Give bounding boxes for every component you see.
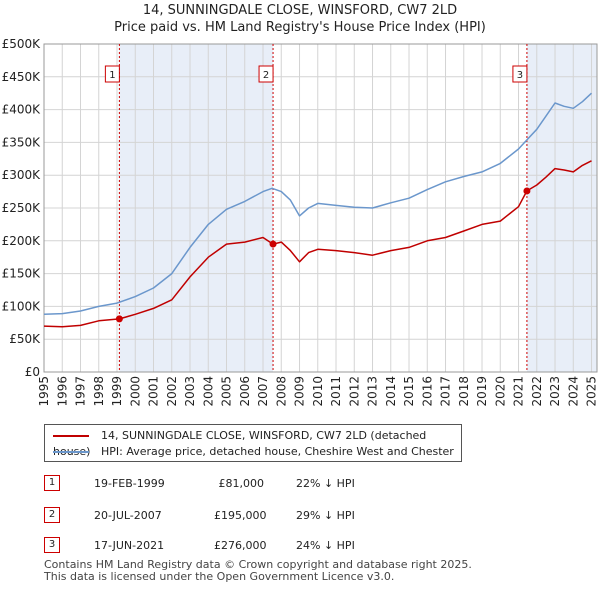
x-tick-label: 1997 [74,376,88,407]
legend-label-hpi: HPI: Average price, detached house, Ches… [101,445,454,458]
footer-line1: Contains HM Land Registry data © Crown c… [44,558,472,571]
transaction-hpi-diff: 29% ↓ HPI [296,509,355,522]
transaction-label-number: 2 [263,70,269,81]
footer: Contains HM Land Registry data © Crown c… [44,559,472,583]
x-tick-label: 2020 [493,376,507,407]
chart-title-line2: Price paid vs. HM Land Registry's House … [114,20,486,35]
y-tick-label: £200K [2,234,42,248]
transaction-marker [269,240,277,248]
transaction-date: 20-JUL-2007 [94,509,162,522]
x-tick-label: 2009 [293,376,307,407]
x-tick-label: 1999 [110,376,124,407]
legend-swatch-hpi [53,451,89,453]
x-tick-label: 2007 [256,376,270,407]
transaction-label-box [258,65,274,83]
legend: 14, SUNNINGDALE CLOSE, WINSFORD, CW7 2LD… [44,424,462,462]
x-tick-label: 2010 [311,376,325,407]
transaction-label-number: 1 [109,70,115,81]
x-tick-label: 2001 [147,376,161,407]
series-lines [43,92,593,328]
x-tick-label: 2025 [585,376,599,407]
transaction-price: £276,000 [214,539,267,552]
x-tick-label: 2016 [420,376,434,407]
x-tick-label: 2023 [548,376,562,407]
transaction-date: 17-JUN-2021 [94,539,165,552]
x-tick-label: 2014 [384,376,398,407]
footer-line2: This data is licensed under the Open Gov… [44,570,395,583]
y-tick-label: £350K [2,135,42,149]
x-tick-label: 2021 [512,376,526,407]
x-tick-label: 2012 [347,376,361,407]
x-tick-label: 2022 [530,376,544,407]
y-tick-label: £50K [9,332,41,346]
x-tick-label: 2017 [439,376,453,407]
x-tick-label: 1995 [37,376,51,407]
x-tick-label: 1996 [55,376,69,407]
legend-item-hpi: HPI: Average price, detached house, Ches… [53,444,454,460]
y-tick-label: £0 [25,365,40,379]
x-tick-label: 1998 [92,376,106,407]
x-tick-label: 2006 [238,376,252,407]
transaction-label-number: 3 [517,70,523,81]
x-tick-label: 2015 [402,376,416,407]
y-tick-label: £400K [2,103,42,117]
x-tick-label: 2003 [183,376,197,407]
x-tick-label: 2018 [457,376,471,407]
x-tick-label: 2005 [220,376,234,407]
x-tick-label: 2019 [475,376,489,407]
x-tick-label: 2000 [128,376,142,407]
plot-border [43,43,598,373]
y-tick-label: £100K [2,299,42,313]
transaction-number: 1 [44,475,60,491]
series-line-property [43,160,592,328]
x-tick-label: 2011 [329,376,343,407]
transaction-markers [115,187,531,323]
transaction-hpi-diff: 22% ↓ HPI [296,477,355,490]
series-line-hpi [43,92,593,316]
chart-title: 14, SUNNINGDALE CLOSE, WINSFORD, CW7 2LD… [0,2,600,36]
chart-title-line1: 14, SUNNINGDALE CLOSE, WINSFORD, CW7 2LD [142,3,458,18]
legend-item-property: 14, SUNNINGDALE CLOSE, WINSFORD, CW7 2LD… [53,428,461,458]
transaction-label-box [512,65,528,83]
transaction-hpi-diff: 24% ↓ HPI [296,539,355,552]
transaction-label-box [104,65,120,83]
transaction-date: 19-FEB-1999 [94,477,165,490]
transaction-number: 3 [44,537,60,553]
y-tick-label: £150K [2,267,42,281]
x-tick-label: 2008 [274,376,288,407]
y-tick-label: £450K [2,70,42,84]
transaction-price: £81,000 [218,477,265,490]
x-tick-label: 2002 [165,376,179,407]
price-chart: £0 £50K £100K £150K £200K £250K £300K £350K £400… [2,37,599,407]
y-tick-label: £500K [2,37,42,51]
x-tick-label: 2013 [366,376,380,407]
transaction-number: 2 [44,507,60,523]
x-tick-label: 2004 [201,376,215,407]
y-tick-label: £250K [2,201,42,215]
axes: £0 £50K £100K £150K £200K £250K £300K £350K £400… [2,37,599,407]
legend-swatch-property [53,435,89,437]
transaction-labels: 1 2 3 [104,65,528,83]
transaction-marker [523,187,531,195]
y-tick-label: £300K [2,168,42,182]
x-tick-label: 2024 [566,376,580,407]
transaction-price: £195,000 [214,509,267,522]
transaction-marker [115,315,123,323]
